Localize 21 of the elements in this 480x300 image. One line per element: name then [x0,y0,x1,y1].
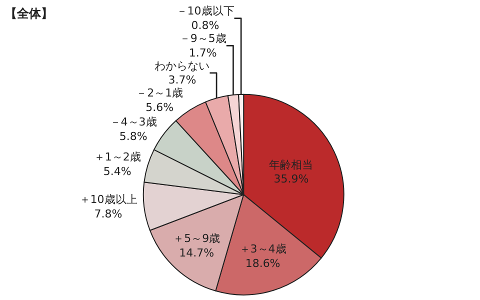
data-label: 1.7% [188,46,217,60]
slice-label: ＋5～9歳 [173,232,220,245]
data-label: 5.6% [146,100,174,114]
slice-label: －9～5歳 [179,32,226,46]
slice-label: わからない [154,59,210,72]
slice-label: ＋10歳以上 [79,193,138,206]
slice-label: 年齢相当 [269,158,314,172]
data-label: 35.9% [274,172,309,186]
chart-title: 【全体】 [4,6,53,20]
slice-label: ＋3～4歳 [239,242,286,256]
data-label: 18.6% [245,256,280,270]
data-label: 0.8% [191,19,220,32]
data-label: 3.7% [168,74,196,87]
slice-label: －4～3歳 [110,116,157,129]
slice-label: －2～1歳 [136,86,184,100]
data-label: 5.4% [103,164,132,178]
data-label: 5.8% [119,130,148,143]
data-label: 14.7% [179,246,214,260]
slice-label: ＋1～2歳 [94,150,141,164]
slice-label: －10歳以下 [176,4,234,18]
data-label: 7.8% [94,207,122,220]
